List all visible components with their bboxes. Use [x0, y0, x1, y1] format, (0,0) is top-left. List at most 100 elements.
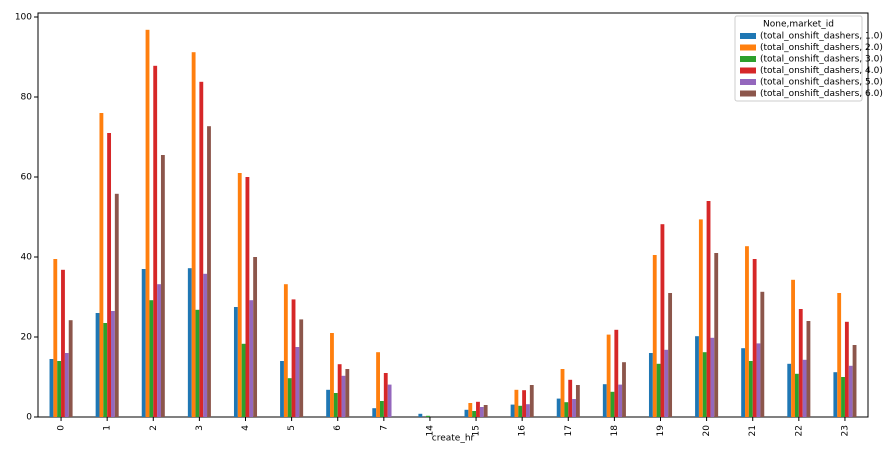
bar — [695, 336, 699, 417]
bar — [564, 402, 569, 417]
bar — [710, 337, 715, 417]
bar — [68, 320, 73, 417]
bar — [283, 284, 288, 417]
bar — [760, 291, 765, 417]
bar — [602, 384, 607, 417]
bar — [652, 255, 657, 417]
x-tick-label: 14 — [425, 425, 435, 437]
bar — [49, 359, 54, 417]
legend-swatch — [740, 44, 756, 51]
x-tick-label: 17 — [564, 425, 574, 436]
x-tick-label: 5 — [287, 425, 297, 431]
bar — [107, 133, 112, 417]
bar — [745, 246, 749, 417]
plot-frame — [37, 12, 869, 418]
bar — [529, 385, 534, 417]
bar — [468, 403, 473, 417]
bar — [741, 348, 746, 417]
x-tick-label: 2 — [149, 425, 159, 431]
bar — [706, 201, 711, 417]
legend-swatch — [740, 33, 756, 39]
bar — [802, 359, 807, 417]
bar — [841, 377, 845, 417]
bar — [837, 293, 842, 417]
bar — [806, 321, 811, 417]
bar — [656, 363, 661, 417]
x-tick-label: 19 — [656, 425, 666, 437]
legend-label: (total_onshift_dashers, 1.0) — [760, 32, 883, 42]
bar — [476, 401, 480, 417]
bar — [798, 309, 803, 417]
bar — [280, 361, 284, 417]
bar — [479, 407, 484, 417]
bar — [330, 333, 334, 417]
bar — [472, 411, 477, 417]
bar — [153, 65, 158, 418]
x-tick-label: 7 — [379, 425, 389, 431]
x-tick-label: 20 — [702, 425, 712, 437]
y-tick-label: 60 — [21, 173, 33, 183]
legend-swatch — [740, 90, 756, 97]
bar — [560, 369, 565, 417]
bar — [648, 353, 653, 417]
bar — [237, 173, 242, 417]
bar — [287, 378, 292, 417]
bar — [199, 81, 204, 418]
bar — [141, 269, 146, 417]
legend-label: (total_onshift_dashers, 5.0) — [760, 78, 883, 88]
bar — [95, 313, 100, 417]
bar — [372, 408, 377, 417]
y-tick-label: 0 — [26, 413, 32, 423]
bar — [57, 361, 62, 417]
bar — [249, 300, 254, 417]
legend-label: (total_onshift_dashers, 6.0) — [760, 89, 883, 99]
bar — [848, 365, 853, 417]
bar — [111, 311, 115, 417]
bar — [606, 334, 611, 417]
x-tick-label: 16 — [518, 425, 528, 437]
legend-swatch — [740, 79, 756, 85]
bar — [376, 352, 380, 417]
bar — [698, 219, 703, 417]
x-tick-label: 22 — [794, 425, 804, 436]
bar — [191, 52, 196, 417]
legend-swatch — [740, 67, 756, 74]
bar — [53, 259, 58, 417]
bar — [522, 390, 527, 417]
bar — [618, 384, 623, 417]
x-tick-label: 23 — [840, 425, 850, 436]
bar — [510, 404, 515, 417]
bar — [387, 384, 392, 417]
bar — [114, 193, 119, 417]
bar — [203, 273, 208, 417]
legend-title: None,market_id — [763, 20, 834, 30]
bar — [145, 29, 150, 418]
bar — [794, 373, 799, 417]
bar — [61, 269, 65, 417]
bar — [833, 372, 838, 417]
bar — [233, 307, 238, 417]
bar — [844, 321, 849, 417]
bar — [160, 155, 165, 417]
bar — [660, 224, 665, 417]
bar — [748, 361, 753, 417]
bar — [241, 343, 246, 417]
x-axis-label: create_hr — [432, 434, 475, 444]
bar — [245, 177, 250, 417]
bar — [610, 391, 615, 417]
bar — [426, 415, 430, 417]
bar — [157, 284, 161, 417]
bar — [787, 363, 792, 417]
bar — [568, 379, 573, 417]
bar — [756, 343, 761, 417]
bar — [253, 257, 258, 417]
legend-label: (total_onshift_dashers, 3.0) — [760, 55, 883, 65]
legend-swatch — [740, 56, 756, 62]
bar — [702, 352, 707, 417]
y-tick-label: 100 — [15, 13, 32, 23]
bar — [572, 399, 576, 417]
bar — [207, 126, 211, 417]
bar — [752, 259, 757, 417]
x-tick-label: 15 — [472, 425, 482, 436]
